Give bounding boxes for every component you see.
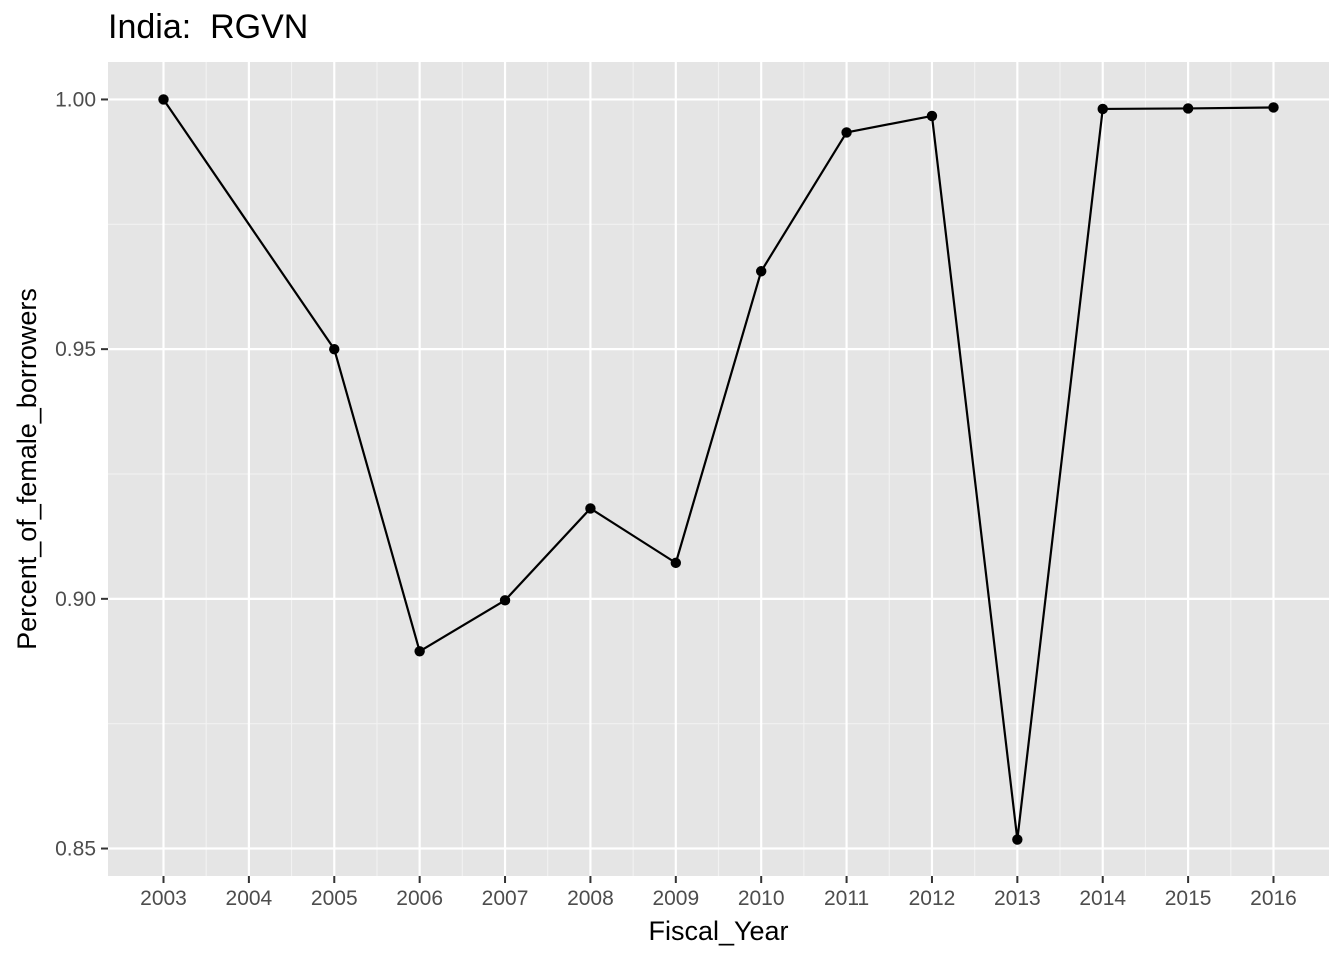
x-tick-label: 2015 — [1165, 887, 1212, 910]
x-tick-label: 2009 — [652, 887, 699, 910]
data-point — [1012, 834, 1023, 845]
minor-gridlines — [108, 62, 1329, 876]
x-tick-label: 2003 — [140, 887, 187, 910]
chart-title: India: RGVN — [108, 8, 309, 46]
x-tick-label: 2014 — [1079, 887, 1126, 910]
data-point — [1097, 103, 1108, 115]
data-point — [1268, 102, 1279, 113]
x-tick-label: 2013 — [994, 887, 1041, 910]
series-layer — [158, 94, 1279, 845]
data-point — [926, 110, 938, 122]
x-tick-label: 2010 — [738, 887, 785, 910]
y-tick-label: 0.90 — [55, 588, 96, 611]
data-point — [755, 266, 767, 277]
y-axis: 0.85 0.90 0.95 1.00 — [55, 88, 108, 861]
data-point — [585, 503, 596, 514]
data-point — [841, 127, 852, 138]
x-tick-label: 2008 — [567, 887, 614, 910]
data-point — [329, 343, 340, 355]
data-point — [158, 94, 169, 105]
x-tick-label: 2004 — [226, 887, 273, 910]
x-tick-label: 2012 — [909, 887, 956, 910]
x-tick-label: 2006 — [396, 887, 443, 910]
y-tick-label: 0.85 — [55, 838, 96, 861]
x-tick-label: 2007 — [482, 887, 529, 910]
x-axis: 2003 2004 2005 2006 2007 2008 2009 2010 2011 2012… — [140, 876, 1297, 910]
y-axis-title: Percent_of_female_borrowers — [12, 288, 42, 650]
major-gridlines — [108, 62, 1329, 876]
y-tick-label: 0.95 — [55, 338, 96, 361]
x-axis-title: Fiscal_Year — [648, 916, 788, 946]
data-point — [1182, 103, 1194, 114]
x-tick-label: 2005 — [311, 887, 358, 910]
data-point — [414, 646, 425, 657]
data-point — [670, 557, 682, 569]
y-tick-label: 1.00 — [55, 88, 96, 111]
data-point — [499, 595, 511, 606]
x-tick-label: 2016 — [1250, 887, 1297, 910]
x-tick-label: 2011 — [824, 887, 869, 910]
